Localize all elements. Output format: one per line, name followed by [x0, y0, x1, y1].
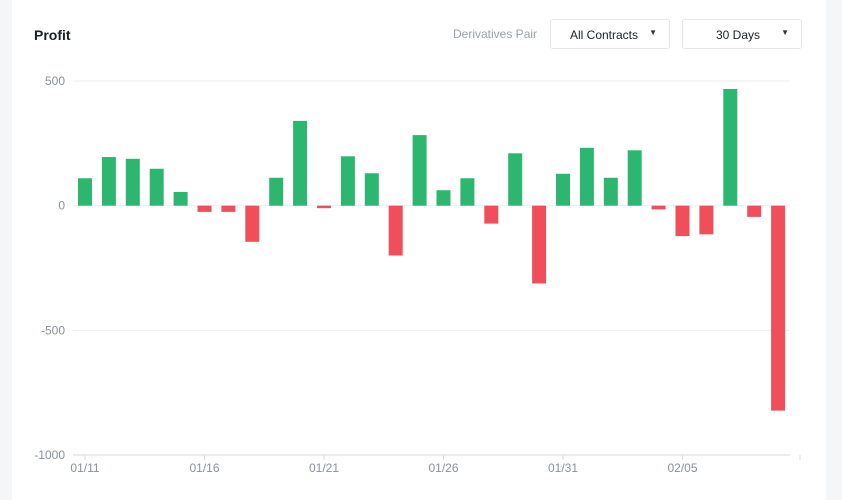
contracts-select-value: All Contracts [569, 28, 639, 42]
bar [556, 173, 570, 206]
bar [245, 205, 260, 242]
bar [532, 205, 547, 284]
bar [412, 135, 427, 206]
bar [78, 178, 92, 206]
bar [579, 147, 594, 206]
x-tick-label: 01/16 [189, 461, 219, 475]
y-tick-label: 0 [58, 199, 65, 213]
chart-title: Profit [34, 27, 71, 43]
contracts-select[interactable]: All Contracts ▼ [550, 19, 670, 49]
bar [388, 205, 403, 256]
bar [364, 173, 379, 206]
x-tick-label: 01/11 [70, 461, 99, 475]
profit-card: Profit Derivatives Pair All Contracts ▼ … [12, 0, 826, 500]
bar [508, 153, 523, 206]
bar [675, 205, 690, 237]
x-tick-label: 01/31 [548, 461, 578, 475]
bar [603, 177, 618, 206]
bar [651, 205, 666, 210]
bar [340, 156, 355, 206]
bar [723, 88, 738, 206]
bar [460, 178, 475, 206]
days-select[interactable]: 30 Days ▼ [682, 19, 802, 49]
y-tick-label: -500 [41, 323, 65, 337]
bar [747, 205, 762, 217]
y-tick-label: -1000 [34, 448, 65, 462]
chevron-down-icon: ▼ [781, 28, 789, 37]
profit-bar-chart: 500 0 -500 -1000 01/11 01/16 01/21 01/26 01/31 02… [34, 74, 801, 475]
bar [197, 205, 212, 212]
bar [173, 191, 188, 206]
bar [436, 190, 451, 206]
bar [484, 205, 499, 224]
x-tick-label: 02/05 [667, 461, 697, 475]
bar [101, 157, 116, 206]
derivatives-pair-label: Derivatives Pair [453, 27, 538, 41]
x-tick-label: 01/21 [309, 461, 339, 475]
chevron-down-icon: ▼ [649, 28, 657, 37]
bar [125, 158, 140, 206]
bar [269, 177, 284, 206]
bar [293, 120, 308, 206]
y-tick-label: 500 [45, 74, 65, 88]
bar [627, 150, 642, 206]
bar [221, 205, 236, 212]
bar [699, 205, 714, 235]
bar [771, 205, 786, 411]
bar [317, 205, 331, 209]
x-tick-label: 01/26 [428, 461, 458, 475]
days-select-value: 30 Days [715, 28, 761, 42]
bar [149, 168, 164, 206]
